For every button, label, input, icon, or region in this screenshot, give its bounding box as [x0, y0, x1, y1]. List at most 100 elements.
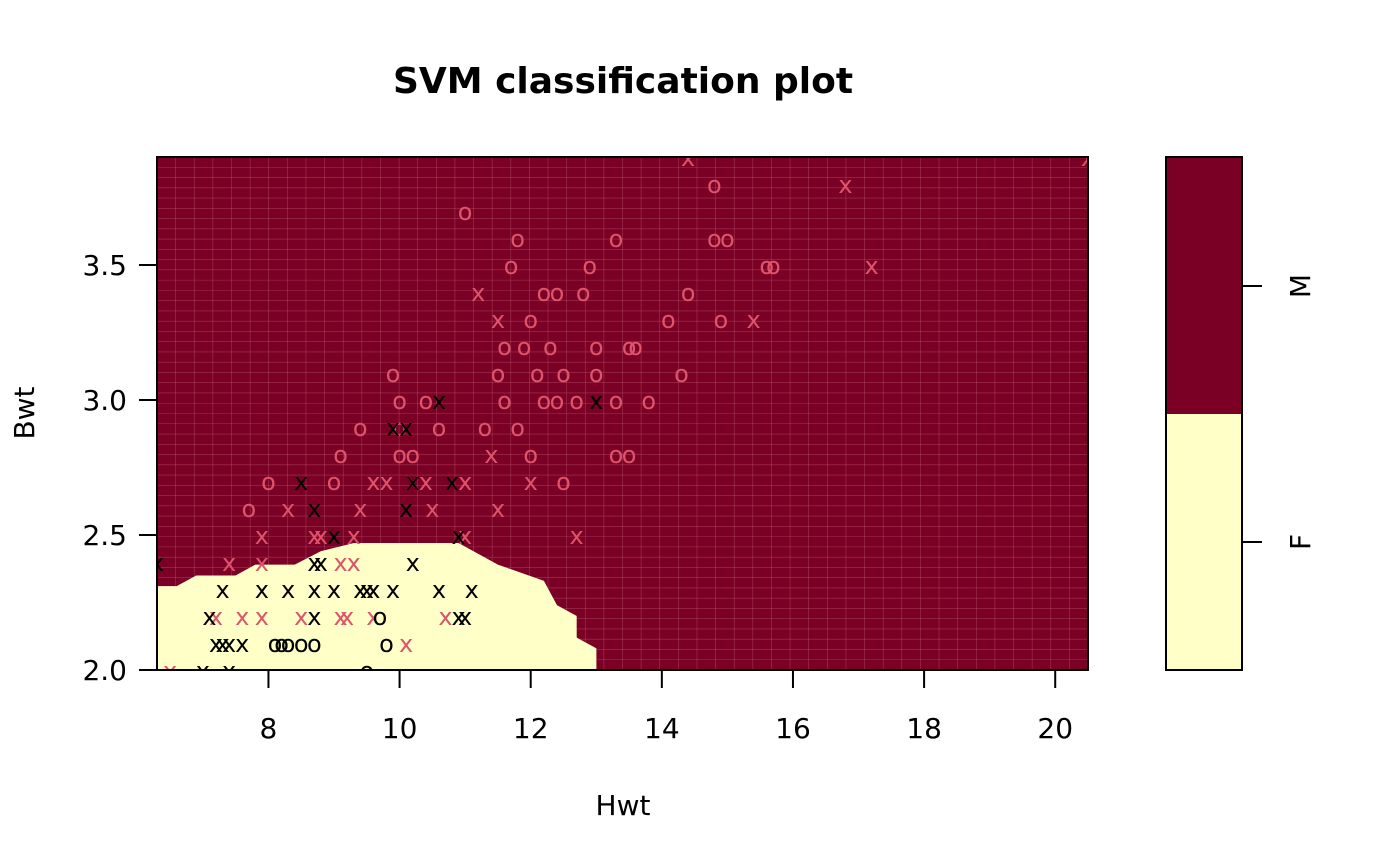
data-point-f: x — [314, 549, 328, 577]
support-vector-point-m: o — [510, 414, 525, 442]
data-point-m: x — [163, 657, 177, 685]
support-vector-point-m: o — [609, 225, 624, 253]
x-axis: 8 10 12 14 16 18 20 — [260, 669, 1073, 745]
y-tick-label: 2.5 — [82, 519, 127, 552]
data-point-m: x — [524, 468, 538, 496]
data-point-f: x — [406, 468, 420, 496]
data-point-m: x — [281, 495, 295, 523]
y-axis-label: Bwt — [8, 386, 41, 439]
y-axis: 2.0 2.5 3.0 3.5 — [82, 249, 158, 687]
data-point-f: x — [196, 657, 210, 685]
data-point-f: x — [327, 522, 341, 550]
data-point-m: x — [438, 603, 452, 631]
support-vector-point-m: o — [609, 387, 624, 415]
support-vector-point-m: o — [523, 441, 538, 469]
data-point-f: x — [222, 657, 236, 685]
data-point-m: x — [333, 549, 347, 577]
legend-label-f: F — [1284, 534, 1317, 550]
data-point-f: x — [353, 576, 367, 604]
support-vector-point-m: o — [543, 333, 558, 361]
data-point-m: x — [209, 603, 223, 631]
support-vector-point-m: o — [674, 360, 689, 388]
support-vector-point-m: o — [589, 360, 604, 388]
data-point-f: x — [432, 576, 446, 604]
support-vector-point-m: o — [386, 360, 401, 388]
data-point-f: x — [307, 603, 321, 631]
support-vector-point-m: o — [609, 441, 624, 469]
data-point-f: x — [386, 576, 400, 604]
support-vector-point-m: o — [550, 279, 565, 307]
x-axis-label: Hwt — [596, 789, 651, 822]
data-point-m: x — [340, 603, 354, 631]
support-vector-point-m: o — [556, 468, 571, 496]
data-point-m: x — [484, 441, 498, 469]
data-point-f: x — [366, 576, 380, 604]
support-vector-point-m: o — [536, 279, 551, 307]
support-vector-point-m: o — [530, 360, 545, 388]
data-point-m: x — [347, 522, 361, 550]
support-vector-point-m: o — [497, 387, 512, 415]
data-point-m: x — [347, 549, 361, 577]
data-point-f: x — [294, 468, 308, 496]
x-tick-label: 16 — [775, 712, 811, 745]
data-point-m: x — [255, 549, 269, 577]
data-point-f: x — [327, 576, 341, 604]
legend-frame — [1165, 156, 1243, 671]
data-point-f: x — [451, 522, 465, 550]
data-point-m: x — [314, 522, 328, 550]
data-point-m: x — [366, 468, 380, 496]
data-point-f: x — [307, 549, 321, 577]
legend-label-m: M — [1284, 274, 1317, 298]
support-vector-point-m: o — [628, 333, 643, 361]
support-vector-point-m: o — [622, 441, 637, 469]
legend-swatch-f — [1166, 414, 1242, 670]
legend-swatch-m — [1166, 157, 1242, 414]
data-point-m: x — [458, 522, 472, 550]
x-tick-label: 12 — [513, 712, 549, 745]
data-point-f: x — [386, 414, 400, 442]
chart-title: SVM classification plot — [393, 61, 853, 102]
data-point-m: x — [353, 495, 367, 523]
support-vector-point-m: o — [510, 225, 525, 253]
support-vector-point-m: o — [589, 333, 604, 361]
grid-lines — [157, 157, 1088, 670]
data-point-m: x — [307, 522, 321, 550]
data-point-f: x — [445, 468, 459, 496]
support-vector-point-m: o — [261, 468, 276, 496]
support-vector-point-f: o — [307, 630, 322, 658]
data-point-m: x — [366, 576, 380, 604]
support-vector-point-m: o — [622, 333, 637, 361]
data-point-f: x — [222, 630, 236, 658]
support-vector-point-m: o — [392, 441, 407, 469]
support-vector-point-m: o — [392, 387, 407, 415]
data-point-m: x — [1081, 144, 1095, 172]
support-vector-point-f: o — [373, 603, 388, 631]
data-point-f: x — [451, 603, 465, 631]
data-point-f: x — [281, 576, 295, 604]
support-vector-point-m: o — [550, 387, 565, 415]
x-tick-label: 20 — [1037, 712, 1073, 745]
support-vector-point-m: o — [241, 495, 256, 523]
data-point-f: x — [235, 630, 249, 658]
x-tick-label: 18 — [906, 712, 942, 745]
data-point-m: x — [747, 306, 761, 334]
support-vector-point-m: o — [681, 279, 696, 307]
support-vector-point-m: o — [491, 360, 506, 388]
support-vector-point-m: o — [458, 198, 473, 226]
data-point-m: x — [419, 468, 433, 496]
data-point-f: x — [209, 630, 223, 658]
support-vector-point-f: o — [359, 657, 374, 685]
data-point-m: x — [491, 495, 505, 523]
data-point-m: x — [838, 171, 852, 199]
class-f-region-overlay — [157, 543, 597, 670]
data-point-f: x — [360, 576, 374, 604]
support-vector-point-m: o — [569, 387, 584, 415]
legend: M F — [1165, 156, 1317, 671]
support-vector-point-m: o — [556, 360, 571, 388]
data-point-f: x — [465, 576, 479, 604]
support-vector-point-m: o — [504, 252, 519, 280]
data-point-f: x — [458, 603, 472, 631]
data-point-m: x — [366, 603, 380, 631]
support-vector-point-m: o — [477, 414, 492, 442]
